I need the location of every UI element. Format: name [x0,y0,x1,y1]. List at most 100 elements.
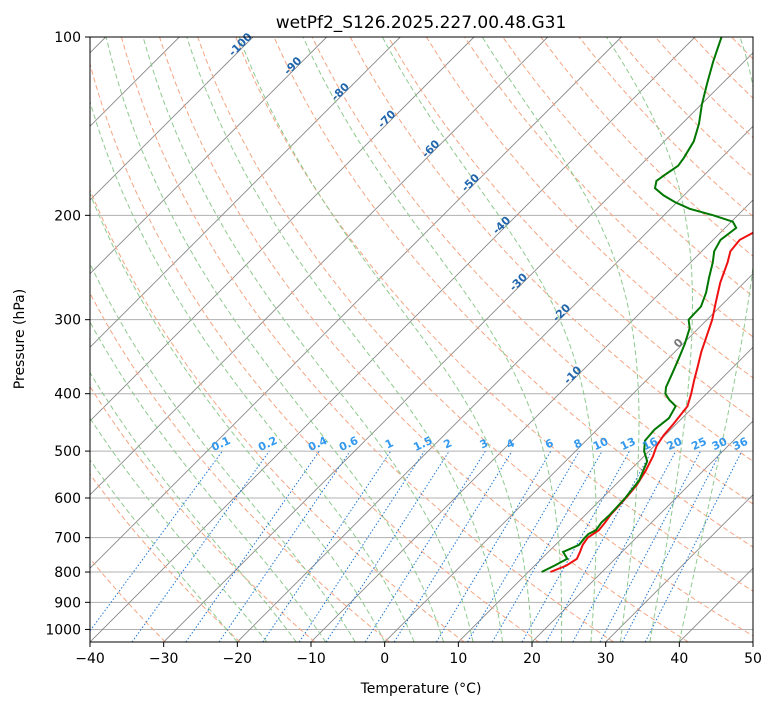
dry-adiabat-line [90,473,241,642]
mixing-ratio-label: 30 [710,435,730,453]
moist-adiabat-line [302,37,563,642]
x-tick-label: 40 [670,651,688,667]
x-tick-label: 50 [744,651,762,667]
mixing-ratio-label: 6 [543,436,556,451]
mixing-ratio-line [393,450,513,642]
moist-adiabat-line [238,37,533,642]
isotherm-line [90,37,696,642]
isotherm-line [310,199,753,642]
isotherm-label: -80 [329,80,352,103]
mixing-ratio-line [364,450,486,642]
dry-adiabat-line [90,188,465,642]
mixing-ratio-label: 20 [665,435,685,453]
temperature-trace [550,231,753,573]
dry-adiabat-line [387,37,753,420]
dry-adiabat-line [425,37,753,379]
dry-adiabat-line [464,37,753,338]
y-tick-label: 800 [54,565,81,581]
mixing-ratio-label: 1 [383,436,395,451]
isotherm-line [457,346,753,642]
x-tick-label: 0 [380,651,389,667]
mixing-ratio-label: 25 [689,435,708,453]
moist-adiabat-line [142,37,474,642]
isotherm-label: -20 [550,301,573,324]
dry-adiabat-line [90,557,166,642]
mixing-ratio-label: 2 [442,436,454,451]
mixing-ratio-label: 10 [591,435,611,453]
mixing-ratio-line [572,450,677,642]
isotherm-line [90,37,401,348]
y-tick-label: 200 [54,208,81,224]
line-labels: -100-90-80-70-60-50-40-30-20-10010203040… [209,30,775,454]
isotherm-label: -90 [281,54,304,77]
y-tick-label: 100 [54,30,81,46]
x-axis-label: Temperature (°C) [360,681,482,697]
mixing-ratio-label: 4 [504,436,517,451]
isotherm-line [90,37,475,422]
y-tick-label: 300 [54,313,81,329]
dry-adiabat-line [235,37,753,592]
dry-adiabat-line [90,385,316,642]
mixing-ratio-line [545,450,653,642]
mixing-ratio-line [644,450,743,642]
chart-title: wetPf2_S126.2025.227.00.48.G31 [276,13,567,33]
moist-adiabat-line [678,37,753,642]
isotherm-line [605,494,753,642]
mixing-ratio-line [218,450,351,642]
mixing-ratio-label: 36 [731,435,751,453]
moist-adiabat-line [186,37,503,642]
dry-adiabat-line [90,292,390,642]
dewpoint-trace [541,37,738,573]
isotherm-label: -70 [375,107,398,130]
x-tick-label: 20 [523,651,541,667]
mixing-ratio-line [131,450,270,642]
dry-adiabat-line [197,37,753,637]
y-tick-label: 1000 [45,622,81,638]
y-axis-label: Pressure (hPa) [12,289,28,389]
y-tick-label: 700 [54,531,81,547]
isotherm-line [90,37,622,569]
moist-adiabat-line [90,417,268,642]
isotherm-label: -40 [490,214,513,237]
y-tick-label: 600 [54,491,81,507]
isotherm-label: -60 [419,137,442,160]
x-tick-label: −40 [75,651,105,667]
isotherm-line [90,37,254,201]
isotherm-line [531,420,753,642]
isotherm-line [678,567,753,642]
mixing-ratio-label: 13 [618,435,637,453]
moist-adiabat-line [381,37,597,642]
mixing-ratio-line [621,450,722,642]
mixing-ratio-line [90,450,223,632]
moist-adiabat-line [105,37,445,642]
y-tick-label: 500 [54,444,81,460]
dry-adiabat-line [159,37,689,642]
mixing-ratio-line [185,450,320,642]
dry-adiabat-line [90,62,540,642]
isotherm-line [752,641,753,642]
mixing-ratio-label: 16 [640,435,660,453]
plot-frame [89,36,754,643]
mixing-ratio-line [435,450,552,642]
background-lines [90,37,753,642]
moist-adiabat-line [481,37,640,642]
isotherm-line [90,37,328,275]
dry-adiabat-line [273,37,753,548]
moist-adiabat-line [90,192,386,642]
y-tick-label: 900 [54,595,81,611]
dry-adiabat-line [120,37,614,642]
x-tick-label: −20 [223,651,253,667]
moist-adiabat-line [606,37,693,642]
axes: −40 −30 −20 −10 0 10 20 30 40 50 1000 900 800 700 600 5… [45,30,762,667]
mixing-ratio-line [599,450,701,642]
x-tick-label: −10 [296,651,326,667]
moist-adiabat-line [90,459,238,642]
isotherm-line [236,125,753,642]
isotherm-label: -100 [226,30,255,59]
moist-adiabat-line [90,321,327,642]
x-tick-label: 10 [449,651,467,667]
moist-adiabat-line [90,262,356,642]
y-tick-label: 400 [54,387,81,403]
isotherm-line [90,37,549,496]
